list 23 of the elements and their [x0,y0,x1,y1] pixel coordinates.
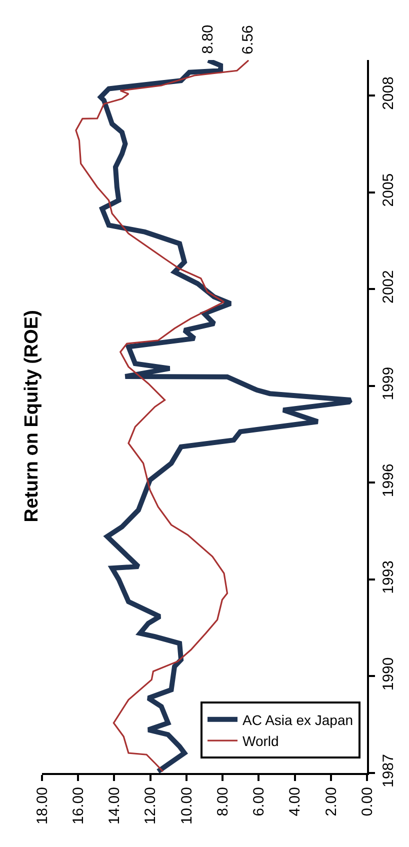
x-tick-label: 14.00 [106,787,124,825]
legend-label: AC Asia ex Japan [242,712,354,728]
y-tick-label: 1993 [380,560,397,594]
x-tick-label: 6.00 [250,787,268,816]
legend-label: World [242,733,279,749]
x-tick-label: 12.00 [142,787,160,825]
x-tick-label: 10.00 [178,787,196,825]
y-tick-label: 2002 [380,270,397,304]
annotation: 6.56 [240,25,257,54]
y-tick-label: 2005 [380,173,397,207]
x-tick-label: 8.00 [214,787,232,816]
x-tick-label: 4.00 [286,787,304,816]
x-tick-label: 16.00 [70,787,87,825]
text: Return on Equity (ROE) [21,310,42,522]
y-tick-label: 1999 [380,366,397,400]
y-tick-label: 2008 [380,76,397,110]
y-tick-label: 1987 [380,754,397,788]
annotation: 8.80 [199,24,216,54]
y-tick-label: 1996 [380,464,397,498]
x-tick-label: 2.00 [322,787,340,816]
y-tick-label: 1990 [380,657,397,691]
x-tick-label: 18.00 [34,787,51,825]
x-tick-label: 0.00 [358,787,376,816]
